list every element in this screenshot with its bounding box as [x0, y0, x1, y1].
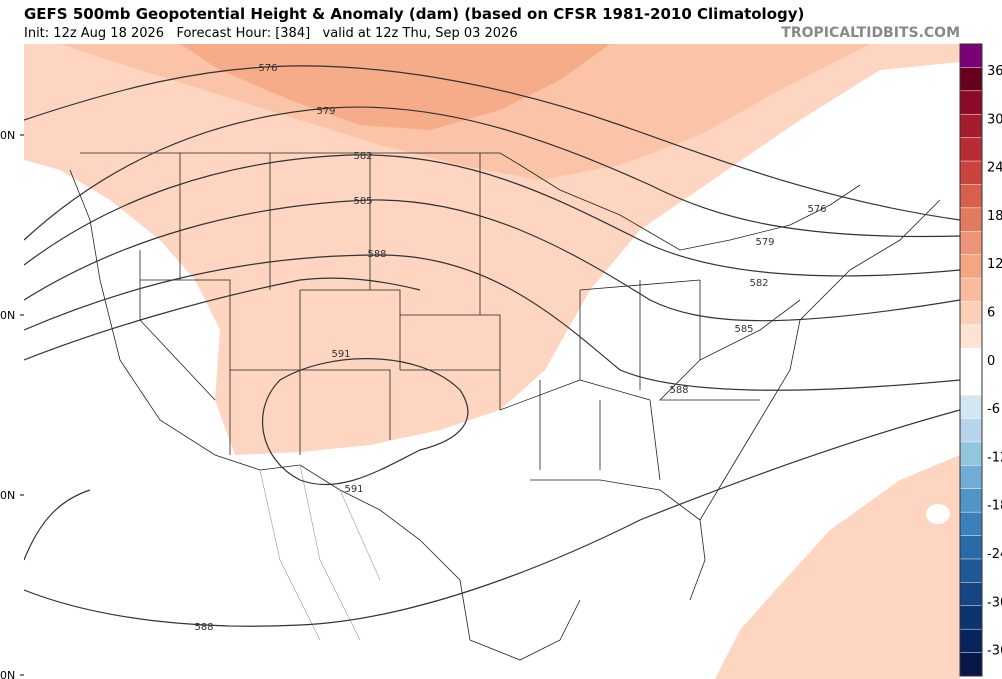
colorbar-swatch	[959, 67, 983, 92]
contour-label: 582	[749, 278, 768, 289]
contour-label: 585	[353, 196, 372, 207]
title: GEFS 500mb Geopotential Height & Anomaly…	[24, 5, 804, 23]
anomaly-hole	[926, 504, 950, 524]
colorbar: 36 30 24 18 12 6 0 -6 -12 -18 -24 -30 -36	[959, 43, 1002, 677]
colorbar-label: 36	[987, 64, 1002, 79]
contour-label: 588	[194, 622, 213, 633]
colorbar-swatch	[959, 441, 983, 467]
colorbar-swatch	[959, 511, 983, 537]
colorbar-swatch	[959, 324, 983, 350]
colorbar-swatch	[959, 465, 983, 490]
contour-label: 582	[353, 151, 372, 162]
colorbar-label: 24	[987, 161, 1002, 176]
contour-label: 579	[316, 106, 335, 117]
contour-label: 576	[807, 204, 826, 215]
contour-label: 576	[258, 63, 277, 74]
colorbar-swatch	[959, 348, 983, 373]
colorbar-swatch	[959, 137, 983, 162]
contour	[24, 254, 960, 391]
colorbar-swatch	[959, 277, 983, 303]
contour	[262, 358, 469, 486]
latitude-label: 0N	[0, 309, 15, 322]
colorbar-swatch	[959, 628, 983, 654]
colorbar-swatch	[959, 184, 983, 209]
colorbar-label: 12	[987, 257, 1002, 272]
contour	[24, 409, 960, 627]
latitude-label: 0N	[0, 669, 15, 679]
colorbar-label: -30	[987, 595, 1002, 610]
colorbar-label: 18	[987, 209, 1002, 224]
contour	[24, 199, 960, 322]
colorbar-label: 30	[987, 112, 1002, 127]
colorbar-swatch	[959, 488, 983, 513]
watermark: TROPICALTIDBITS.COM	[781, 25, 960, 41]
colorbar-swatch	[959, 301, 983, 326]
colorbar-swatch	[959, 207, 983, 233]
colorbar-swatch	[959, 90, 983, 115]
colorbar-swatch	[959, 113, 983, 139]
colorbar-swatch	[959, 652, 983, 677]
colorbar-swatch	[959, 418, 983, 443]
contour-label: 588	[669, 385, 688, 396]
contour	[24, 277, 421, 561]
colorbar-label: -6	[987, 402, 1000, 417]
colorbar-swatch	[959, 582, 983, 607]
mexico-lines	[259, 464, 381, 641]
colorbar-swatch	[959, 605, 983, 630]
colorbar-label: -24	[987, 547, 1002, 562]
subtitle: Init: 12z Aug 18 2026 Forecast Hour: [38…	[24, 26, 518, 41]
contour	[24, 154, 960, 277]
colorbar-swatch	[959, 160, 983, 186]
contour-label: 579	[755, 237, 774, 248]
border	[80, 152, 861, 251]
map	[24, 44, 960, 679]
colorbar-swatch	[959, 371, 983, 396]
colorbar-label: 0	[987, 354, 995, 369]
contour-label: 591	[344, 484, 363, 495]
colorbar-swatch	[959, 43, 983, 69]
latitude-label: 0N	[0, 129, 15, 142]
latitude-label: 0N	[0, 489, 15, 502]
colorbar-swatch	[959, 535, 983, 560]
colorbar-swatch	[959, 231, 983, 256]
anomaly-fill	[24, 44, 960, 455]
colorbar-label: 6	[987, 306, 995, 321]
colorbar-swatch	[959, 394, 983, 420]
contour	[24, 65, 960, 221]
contour-label: 591	[331, 349, 350, 360]
colorbar-frame	[959, 43, 983, 677]
colorbar-swatch	[959, 254, 983, 279]
colorbar-label: -18	[987, 499, 1002, 514]
colorbar-swatch	[959, 558, 983, 584]
colorbar-label: -12	[987, 450, 1002, 465]
contour	[24, 106, 960, 241]
contour-label: 588	[367, 249, 386, 260]
anomaly-fill	[715, 455, 960, 679]
contour-label: 585	[734, 324, 753, 335]
colorbar-label: -36	[987, 644, 1002, 659]
